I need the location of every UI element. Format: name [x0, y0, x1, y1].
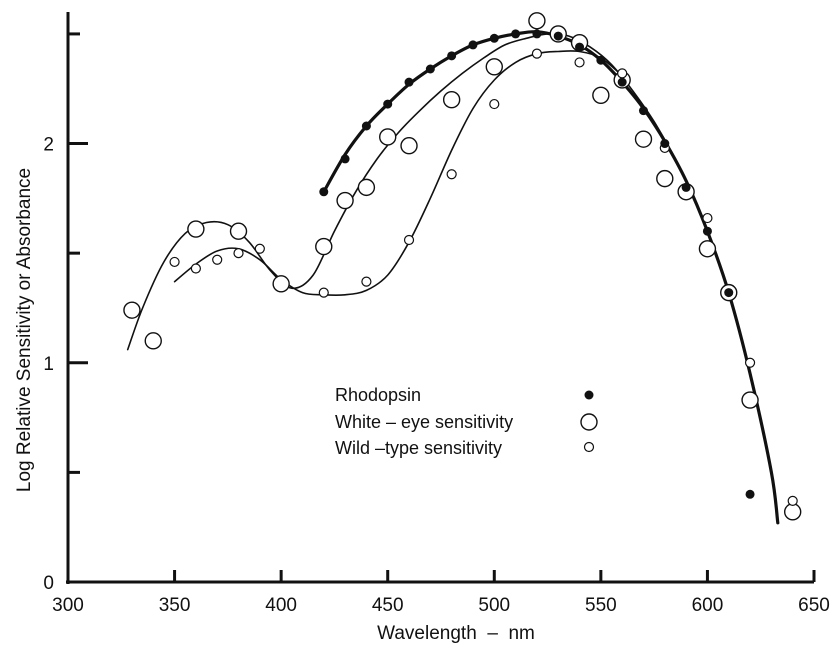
white-eye-curve: [126, 33, 677, 351]
x-axis-title: Wavelength – nm: [377, 623, 535, 644]
x-tick-label: 450: [372, 595, 404, 616]
white-eye-point: [592, 86, 610, 105]
wild-type-point: [318, 287, 329, 298]
wild-type-point: [169, 256, 180, 268]
x-tick-label: 650: [798, 595, 830, 616]
rhodopsin-point: [681, 182, 691, 192]
rhodopsin-point: [489, 33, 499, 43]
rhodopsin-point: [660, 139, 670, 149]
rhodopsin-point: [511, 29, 521, 39]
white-eye-point: [783, 503, 802, 521]
rhodopsin-point: [702, 226, 712, 236]
rhodopsin-point: [361, 121, 371, 131]
rhodopsin-point: [596, 55, 606, 65]
white-eye-point: [315, 237, 333, 256]
x-tick-label: 500: [478, 595, 510, 616]
rhodopsin-point: [638, 106, 648, 116]
legend-marker-white-eye: [580, 413, 598, 431]
white-eye-point: [528, 12, 546, 30]
axis-ticks: 300 350 400 450 500 550 600 650 0 1 2: [43, 32, 830, 616]
wild-type-point: [744, 357, 756, 368]
white-eye-point: [400, 137, 418, 155]
rhodopsin-point: [425, 64, 435, 74]
white-eye-point: [123, 301, 141, 319]
x-tick-label: 600: [692, 595, 724, 616]
wild-type-point: [531, 48, 543, 59]
white-eye-point: [656, 169, 674, 188]
rhodopsin-point: [468, 40, 478, 50]
legend-label-white-eye: White – eye sensitivity: [335, 412, 513, 432]
legend-label-wild-type: Wild –type sensitivity: [335, 438, 502, 458]
white-eye-point: [442, 90, 461, 109]
legend-marker-wild-type: [583, 441, 595, 453]
white-eye-point: [485, 58, 503, 76]
white-eye-point: [272, 275, 290, 293]
x-tick-label: 300: [52, 595, 84, 616]
wild-type-point: [254, 243, 265, 254]
rhodopsin-point: [383, 99, 393, 109]
rhodopsin-point: [553, 31, 563, 41]
wild-type-point: [489, 98, 500, 110]
white-eye-point: [357, 178, 376, 197]
y-tick-label: 0: [43, 573, 54, 594]
rhodopsin-point: [617, 77, 627, 87]
rhodopsin-point: [340, 154, 350, 164]
wild-type-point: [787, 495, 798, 506]
y-axis-title: Log Relative Sensitivity or Absorbance: [14, 168, 35, 492]
wild-type-point: [702, 212, 713, 224]
white-eye-point: [379, 128, 397, 146]
rhodopsin-point: [319, 187, 329, 197]
rhodopsin-point: [724, 288, 734, 298]
wild-type-curve: [173, 50, 623, 297]
rhodopsin-point: [532, 29, 542, 39]
white-eye-point: [336, 191, 354, 210]
legend-label-rhodopsin: Rhodopsin: [335, 385, 421, 405]
white-eye-point: [187, 220, 205, 238]
white-eye-point: [741, 391, 759, 409]
rhodopsin-point: [745, 489, 755, 499]
white-eye-point: [698, 240, 717, 258]
wild-type-point: [403, 234, 415, 246]
white-eye-point: [229, 222, 248, 240]
x-tick-label: 400: [265, 595, 297, 616]
rhodopsin-point: [575, 42, 585, 52]
wild-type-point: [574, 57, 585, 68]
rhodopsin-point: [447, 51, 457, 61]
x-tick-label: 550: [585, 595, 617, 616]
y-tick-label: 1: [43, 354, 54, 375]
wild-type-point: [212, 254, 223, 265]
axes: [66, 12, 814, 584]
y-tick-label: 2: [43, 135, 54, 156]
white-eye-point: [144, 332, 162, 350]
legend-marker-rhodopsin: [584, 390, 594, 400]
legend: Rhodopsin White – eye sensitivity Wild –…: [335, 385, 598, 458]
wild-type-point: [361, 276, 372, 287]
wild-type-point: [190, 263, 201, 274]
data-points: [123, 12, 802, 521]
wild-type-point: [233, 248, 244, 259]
wild-type-point: [446, 169, 457, 180]
white-eye-point: [634, 130, 653, 148]
x-tick-label: 350: [159, 595, 191, 616]
rhodopsin-point: [404, 77, 414, 87]
wild-type-point: [617, 68, 628, 79]
